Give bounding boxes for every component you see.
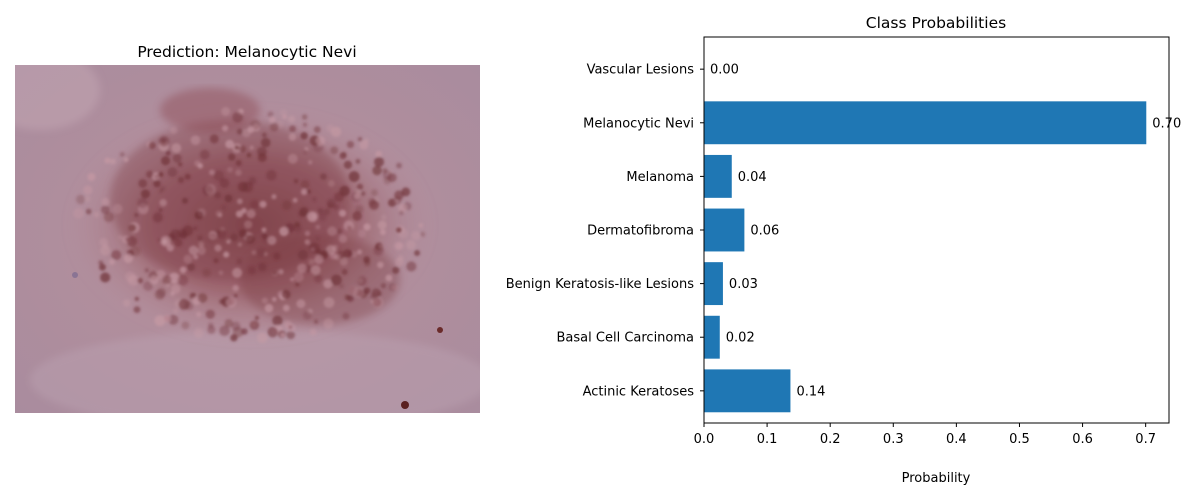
bar-value-label: 0.06 xyxy=(750,224,779,239)
bar-0 xyxy=(704,369,791,413)
bar-2 xyxy=(704,262,723,306)
bar-value-label: 0.14 xyxy=(796,384,825,399)
y-tick-label: Dermatofibroma xyxy=(587,224,694,239)
x-tick-label: 0.2 xyxy=(820,432,841,447)
y-tick-label: Melanocytic Nevi xyxy=(583,116,694,131)
x-tick-label: 0.5 xyxy=(1009,432,1030,447)
x-tick-label: 0.1 xyxy=(757,432,778,447)
x-axis-label: Probability xyxy=(902,471,971,486)
y-tick-label: Vascular Lesions xyxy=(587,63,695,78)
plot-frame xyxy=(703,36,1170,424)
x-tick-label: 0.7 xyxy=(1135,432,1156,447)
image-title: Prediction: Melanocytic Nevi xyxy=(137,43,356,61)
y-tick-label: Actinic Keratoses xyxy=(583,384,695,399)
y-tick-label: Benign Keratosis-like Lesions xyxy=(506,277,694,292)
chart-title: Class Probabilities xyxy=(866,14,1006,32)
y-tick-label: Melanoma xyxy=(626,170,694,185)
x-tick-label: 0.3 xyxy=(883,432,904,447)
bar-5 xyxy=(704,101,1147,145)
x-tick-label: 0.0 xyxy=(694,432,715,447)
x-tick-label: 0.6 xyxy=(1072,432,1093,447)
y-tick-label: Basal Cell Carcinoma xyxy=(557,331,694,346)
bar-value-label: 0.03 xyxy=(729,277,758,292)
bar-4 xyxy=(704,154,732,198)
bar-3 xyxy=(704,208,745,252)
bar-value-label: 0.02 xyxy=(726,331,755,346)
bar-value-label: 0.70 xyxy=(1152,116,1181,131)
lesion-image xyxy=(15,65,480,413)
bar-chart: Class Probabilities Actinic Keratoses Bas… xyxy=(506,14,1182,486)
bar-value-label: 0.04 xyxy=(738,170,767,185)
bar-1 xyxy=(704,315,720,359)
bar-value-label: 0.00 xyxy=(710,63,739,78)
x-tick-label: 0.4 xyxy=(946,432,967,447)
